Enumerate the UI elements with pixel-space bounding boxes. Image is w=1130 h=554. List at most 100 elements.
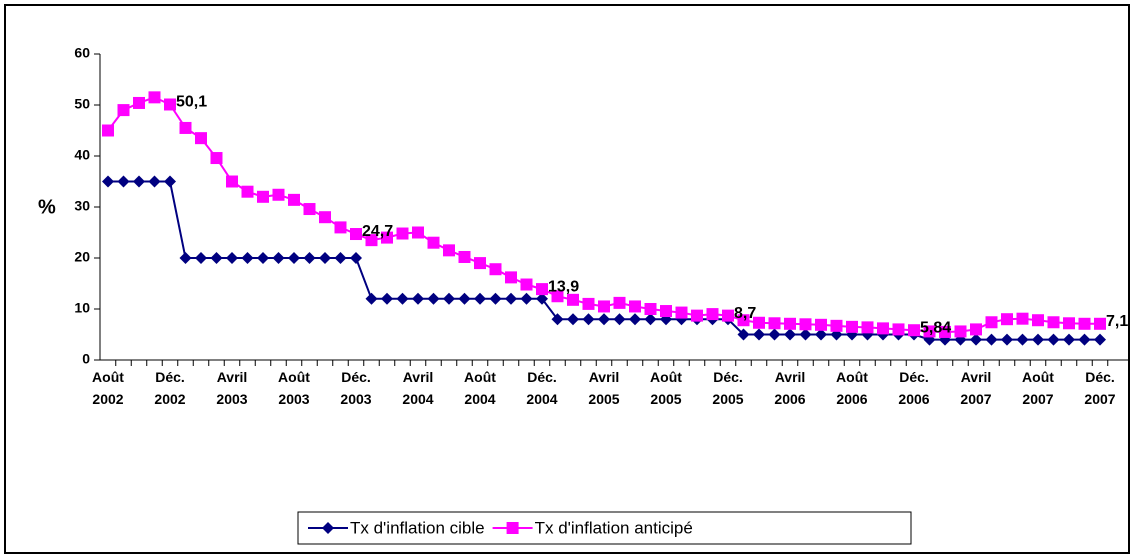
point: [598, 300, 610, 313]
point: [644, 313, 657, 326]
point: [582, 313, 595, 326]
point: [737, 314, 750, 327]
point: [1001, 313, 1013, 326]
point: [613, 296, 626, 309]
point: [1032, 314, 1044, 327]
point: [226, 175, 238, 188]
point: [939, 325, 951, 338]
data-label: 24,7: [362, 223, 393, 240]
point: [133, 96, 145, 109]
point: [334, 252, 347, 264]
point: [1016, 333, 1029, 346]
point: [257, 252, 269, 264]
point: [148, 175, 161, 188]
point: [474, 292, 486, 305]
point: [520, 278, 533, 291]
point: [334, 221, 347, 234]
point: [443, 244, 455, 257]
point: [722, 309, 734, 322]
point: [985, 316, 998, 329]
x-tick-label: Déc. 2004: [526, 369, 557, 407]
point: [1094, 333, 1106, 346]
point: [303, 203, 316, 216]
y-tick-label: 50: [74, 96, 90, 112]
point: [675, 306, 688, 319]
point: [303, 252, 316, 264]
point: [520, 292, 533, 305]
point: [179, 121, 192, 134]
point: [210, 252, 223, 264]
point: [319, 211, 331, 224]
point: [148, 91, 161, 104]
point: [551, 290, 564, 303]
point: [474, 257, 486, 270]
x-tick-label: Déc. 2003: [340, 369, 371, 407]
point: [195, 132, 207, 145]
x-tick-label: Déc. 2005: [712, 369, 743, 407]
legend-label: Tx d'inflation anticipé: [535, 518, 693, 537]
point: [319, 252, 331, 264]
point: [505, 271, 517, 284]
y-tick-label: 20: [74, 249, 90, 265]
point: [272, 188, 285, 201]
point: [861, 321, 874, 334]
point: [737, 328, 750, 341]
x-tick-label: Août 2004: [464, 369, 496, 407]
point: [396, 292, 409, 305]
x-tick-label: Avril 2003: [216, 369, 247, 407]
point: [799, 328, 812, 341]
point: [1063, 317, 1075, 330]
point: [629, 300, 641, 313]
point: [241, 185, 254, 198]
point: [489, 263, 502, 276]
point: [133, 175, 145, 188]
data-label: 5,84: [920, 319, 951, 336]
point: [381, 292, 393, 305]
y-axis-label: %: [38, 196, 56, 218]
x-tick-label: Août 2007: [1022, 369, 1054, 407]
x-tick-label: Avril 2004: [402, 369, 433, 407]
point: [164, 175, 176, 188]
point: [412, 292, 424, 305]
point: [226, 252, 238, 264]
y-tick-label: 40: [74, 147, 90, 163]
point: [1001, 333, 1013, 346]
point: [753, 328, 765, 341]
legend-label: Tx d'inflation cible: [350, 518, 485, 537]
point: [117, 104, 130, 117]
point: [489, 292, 502, 305]
point: [970, 323, 982, 336]
data-label: 8,7: [734, 305, 756, 322]
point: [1047, 333, 1060, 346]
point: [117, 175, 130, 188]
point: [582, 297, 595, 310]
point: [706, 308, 719, 321]
point: [350, 252, 362, 264]
point: [164, 98, 176, 111]
point: [892, 323, 905, 336]
point: [691, 309, 703, 322]
point: [241, 252, 254, 264]
point: [458, 250, 471, 263]
point: [985, 333, 998, 346]
point: [784, 317, 796, 330]
x-tick-label: Déc. 2006: [898, 369, 929, 407]
x-tick-label: Août 2005: [650, 369, 682, 407]
x-tick-label: Déc. 2002: [154, 369, 185, 407]
point: [195, 252, 207, 264]
point: [102, 124, 114, 137]
point: [458, 292, 471, 305]
data-label: 7,1: [1106, 313, 1128, 330]
point: [1063, 333, 1075, 346]
point: [799, 318, 812, 331]
point: [412, 226, 424, 239]
point: [427, 292, 440, 305]
data-label: 13,9: [548, 278, 579, 295]
point: [427, 236, 440, 249]
y-tick-label: 60: [74, 45, 90, 61]
x-tick-label: Avril 2007: [960, 369, 991, 407]
point: [908, 324, 920, 337]
point: [551, 313, 564, 326]
point: [923, 325, 936, 338]
point: [768, 328, 781, 341]
